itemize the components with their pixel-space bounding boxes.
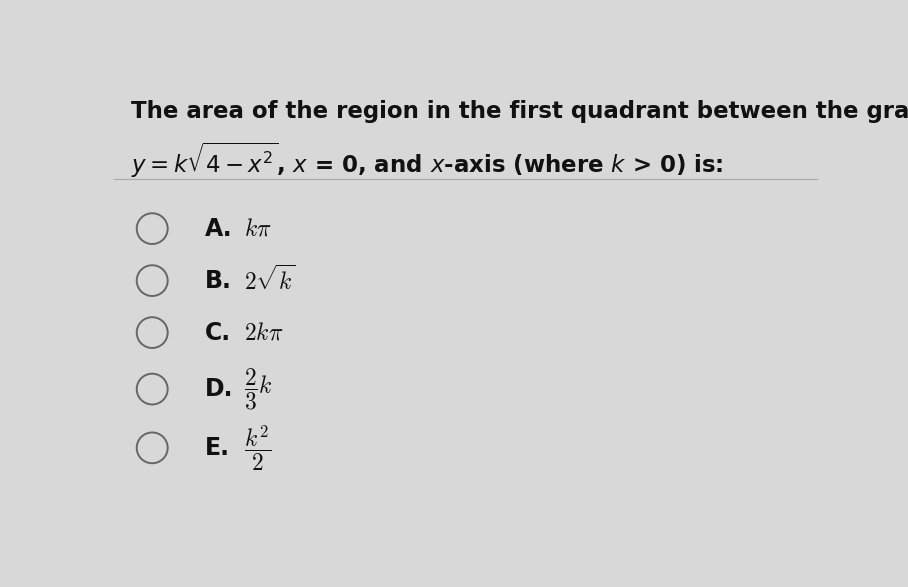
Text: $k\pi$: $k\pi$: [243, 217, 271, 241]
Text: The area of the region in the first quadrant between the graph of: The area of the region in the first quad…: [131, 100, 908, 123]
Text: $\dfrac{2}{3}k$: $\dfrac{2}{3}k$: [243, 366, 272, 412]
Text: $y = k\sqrt{4 - x^2}$, $x$ = 0, and $x$-axis (where $k$ > 0) is:: $y = k\sqrt{4 - x^2}$, $x$ = 0, and $x$-…: [131, 140, 724, 180]
Text: $\dfrac{k^2}{2}$: $\dfrac{k^2}{2}$: [243, 423, 271, 473]
Text: C.: C.: [205, 321, 232, 345]
Text: E.: E.: [205, 436, 230, 460]
Text: B.: B.: [205, 269, 232, 292]
Text: $2\sqrt{k}$: $2\sqrt{k}$: [243, 266, 296, 295]
Text: A.: A.: [205, 217, 232, 241]
Text: D.: D.: [205, 377, 233, 401]
Text: $2k\pi$: $2k\pi$: [243, 321, 283, 345]
